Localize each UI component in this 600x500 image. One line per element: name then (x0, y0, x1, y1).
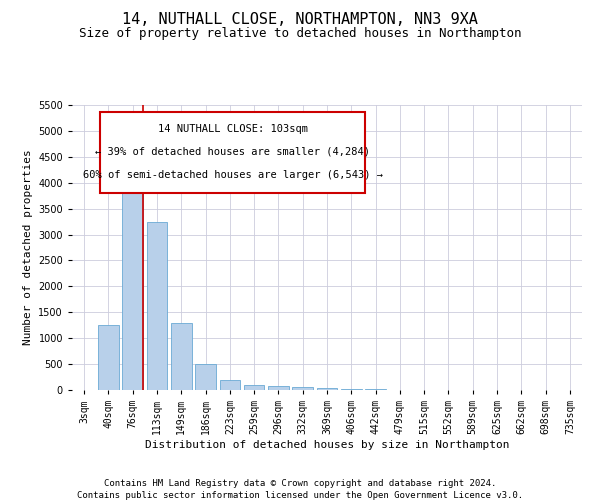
Text: Contains HM Land Registry data © Crown copyright and database right 2024.: Contains HM Land Registry data © Crown c… (104, 479, 496, 488)
Bar (317, 388, 337, 390)
Y-axis label: Number of detached properties: Number of detached properties (23, 150, 32, 346)
Text: 60% of semi-detached houses are larger (6,543) →: 60% of semi-detached houses are larger (… (83, 170, 383, 180)
Bar (292, 388, 313, 390)
Bar (195, 364, 216, 390)
Bar (341, 389, 362, 390)
Bar (244, 385, 265, 390)
Bar (122, 167, 143, 390)
FancyBboxPatch shape (100, 112, 365, 194)
Bar (98, 325, 119, 390)
Bar (220, 380, 240, 390)
Bar (268, 386, 289, 390)
Text: 14 NUTHALL CLOSE: 103sqm: 14 NUTHALL CLOSE: 103sqm (158, 124, 308, 134)
X-axis label: Distribution of detached houses by size in Northampton: Distribution of detached houses by size … (145, 440, 509, 450)
Bar (171, 322, 191, 390)
Text: Size of property relative to detached houses in Northampton: Size of property relative to detached ho… (79, 28, 521, 40)
Bar (146, 222, 167, 390)
Text: ← 39% of detached houses are smaller (4,284): ← 39% of detached houses are smaller (4,… (95, 146, 370, 156)
Text: Contains public sector information licensed under the Open Government Licence v3: Contains public sector information licen… (77, 491, 523, 500)
Text: 14, NUTHALL CLOSE, NORTHAMPTON, NN3 9XA: 14, NUTHALL CLOSE, NORTHAMPTON, NN3 9XA (122, 12, 478, 28)
